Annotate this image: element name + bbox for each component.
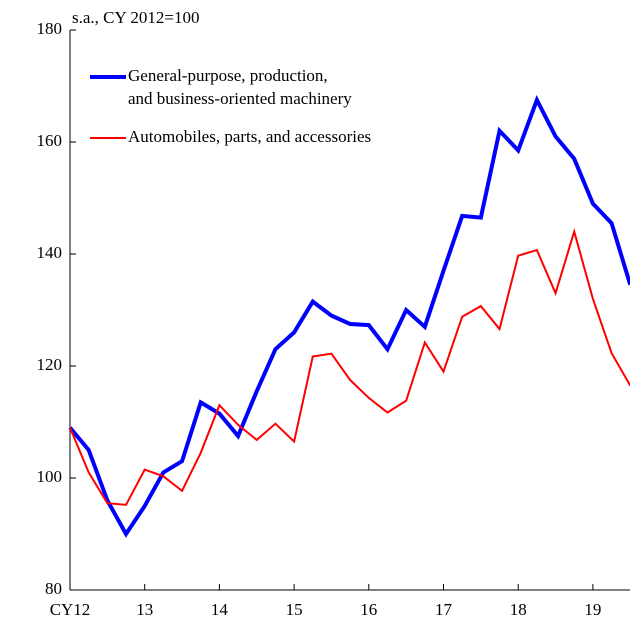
legend-line: and business-oriented machinery [128, 89, 352, 108]
legend-line: Automobiles, parts, and accessories [128, 127, 371, 146]
x-tick-label: 17 [435, 600, 453, 619]
series-line [69, 228, 630, 506]
x-tick-label: 14 [211, 600, 229, 619]
x-tick-label: 13 [136, 600, 153, 619]
y-tick-label: 80 [45, 579, 62, 598]
legend-line: General-purpose, production, [128, 66, 328, 85]
x-tick-label: 18 [510, 600, 527, 619]
y-tick-label: 180 [37, 19, 63, 38]
x-tick-label: 19 [584, 600, 601, 619]
y-tick-label: 120 [37, 355, 63, 374]
legend-label: General-purpose, production, and business… [128, 66, 352, 108]
series-line [68, 95, 630, 538]
y-tick-label: 100 [37, 467, 63, 486]
x-tick-label: 16 [360, 600, 377, 619]
legend-label: Automobiles, parts, and accessories [128, 127, 371, 146]
y-tick-label: 140 [37, 243, 63, 262]
x-tick-label: 15 [286, 600, 303, 619]
x-tick-label: CY12 [50, 600, 91, 619]
y-tick-label: 160 [37, 131, 63, 150]
chart-subtitle: s.a., CY 2012=100 [72, 8, 199, 27]
